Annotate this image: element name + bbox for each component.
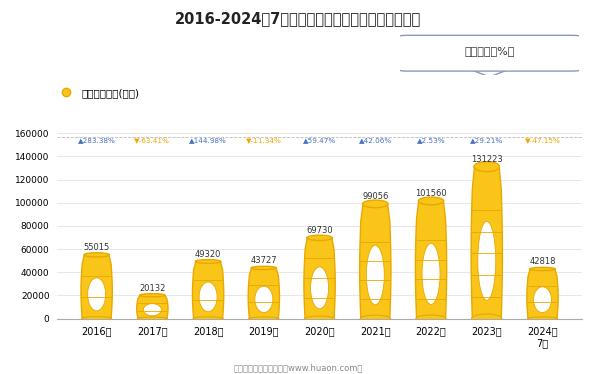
Ellipse shape bbox=[304, 316, 335, 321]
Polygon shape bbox=[137, 295, 168, 319]
Text: ▲59.47%: ▲59.47% bbox=[303, 137, 336, 143]
Polygon shape bbox=[81, 255, 112, 319]
Ellipse shape bbox=[199, 282, 217, 312]
Text: 49320: 49320 bbox=[195, 250, 221, 259]
Ellipse shape bbox=[527, 317, 558, 320]
Ellipse shape bbox=[143, 304, 161, 316]
Ellipse shape bbox=[195, 260, 221, 263]
Text: 20132: 20132 bbox=[139, 284, 165, 293]
Polygon shape bbox=[527, 269, 558, 319]
Text: 99056: 99056 bbox=[362, 192, 389, 201]
Polygon shape bbox=[471, 167, 503, 319]
Ellipse shape bbox=[418, 197, 444, 205]
Text: 42818: 42818 bbox=[530, 257, 556, 266]
Ellipse shape bbox=[84, 253, 109, 257]
Text: ▼-11.34%: ▼-11.34% bbox=[246, 137, 282, 143]
Text: ▼-63.41%: ▼-63.41% bbox=[134, 137, 170, 143]
Text: ▲42.06%: ▲42.06% bbox=[359, 137, 392, 143]
Text: ▲144.98%: ▲144.98% bbox=[189, 137, 227, 143]
Text: 131223: 131223 bbox=[471, 155, 503, 164]
Ellipse shape bbox=[307, 235, 333, 240]
Ellipse shape bbox=[530, 267, 555, 271]
Ellipse shape bbox=[362, 200, 388, 208]
Polygon shape bbox=[468, 69, 511, 77]
Text: ▼-47.15%: ▼-47.15% bbox=[525, 137, 561, 143]
Ellipse shape bbox=[255, 286, 273, 312]
Text: 69730: 69730 bbox=[306, 226, 333, 235]
Ellipse shape bbox=[478, 221, 496, 300]
Text: ▲29.21%: ▲29.21% bbox=[470, 137, 503, 143]
Ellipse shape bbox=[474, 162, 500, 172]
Ellipse shape bbox=[360, 315, 390, 322]
Ellipse shape bbox=[251, 266, 276, 270]
Ellipse shape bbox=[534, 287, 552, 313]
Text: 制图：华经产业研究院（www.huaon.com）: 制图：华经产业研究院（www.huaon.com） bbox=[234, 363, 363, 372]
Ellipse shape bbox=[367, 245, 384, 305]
Text: 101560: 101560 bbox=[416, 190, 447, 199]
Polygon shape bbox=[248, 268, 279, 319]
Ellipse shape bbox=[249, 317, 279, 320]
Ellipse shape bbox=[88, 278, 106, 311]
Ellipse shape bbox=[310, 267, 328, 309]
FancyBboxPatch shape bbox=[396, 35, 583, 71]
Legend: 期货成交金额(亿元): 期货成交金额(亿元) bbox=[52, 84, 143, 102]
Ellipse shape bbox=[416, 315, 446, 322]
Text: 55015: 55015 bbox=[84, 243, 110, 252]
Ellipse shape bbox=[140, 294, 165, 297]
Ellipse shape bbox=[137, 317, 167, 320]
Ellipse shape bbox=[472, 314, 502, 323]
Text: ▲2.53%: ▲2.53% bbox=[417, 137, 445, 143]
Polygon shape bbox=[192, 261, 224, 319]
Polygon shape bbox=[359, 204, 391, 319]
Polygon shape bbox=[304, 238, 335, 319]
Text: 2016-2024年7月郑州商品交易所棉花期货成交金额: 2016-2024年7月郑州商品交易所棉花期货成交金额 bbox=[176, 11, 421, 26]
Polygon shape bbox=[416, 201, 447, 319]
Ellipse shape bbox=[422, 243, 440, 304]
Ellipse shape bbox=[193, 317, 223, 320]
Ellipse shape bbox=[82, 317, 112, 321]
Text: ▲283.38%: ▲283.38% bbox=[78, 137, 116, 143]
Text: 43727: 43727 bbox=[251, 257, 277, 266]
Text: 同比增速（%）: 同比增速（%） bbox=[464, 46, 515, 56]
